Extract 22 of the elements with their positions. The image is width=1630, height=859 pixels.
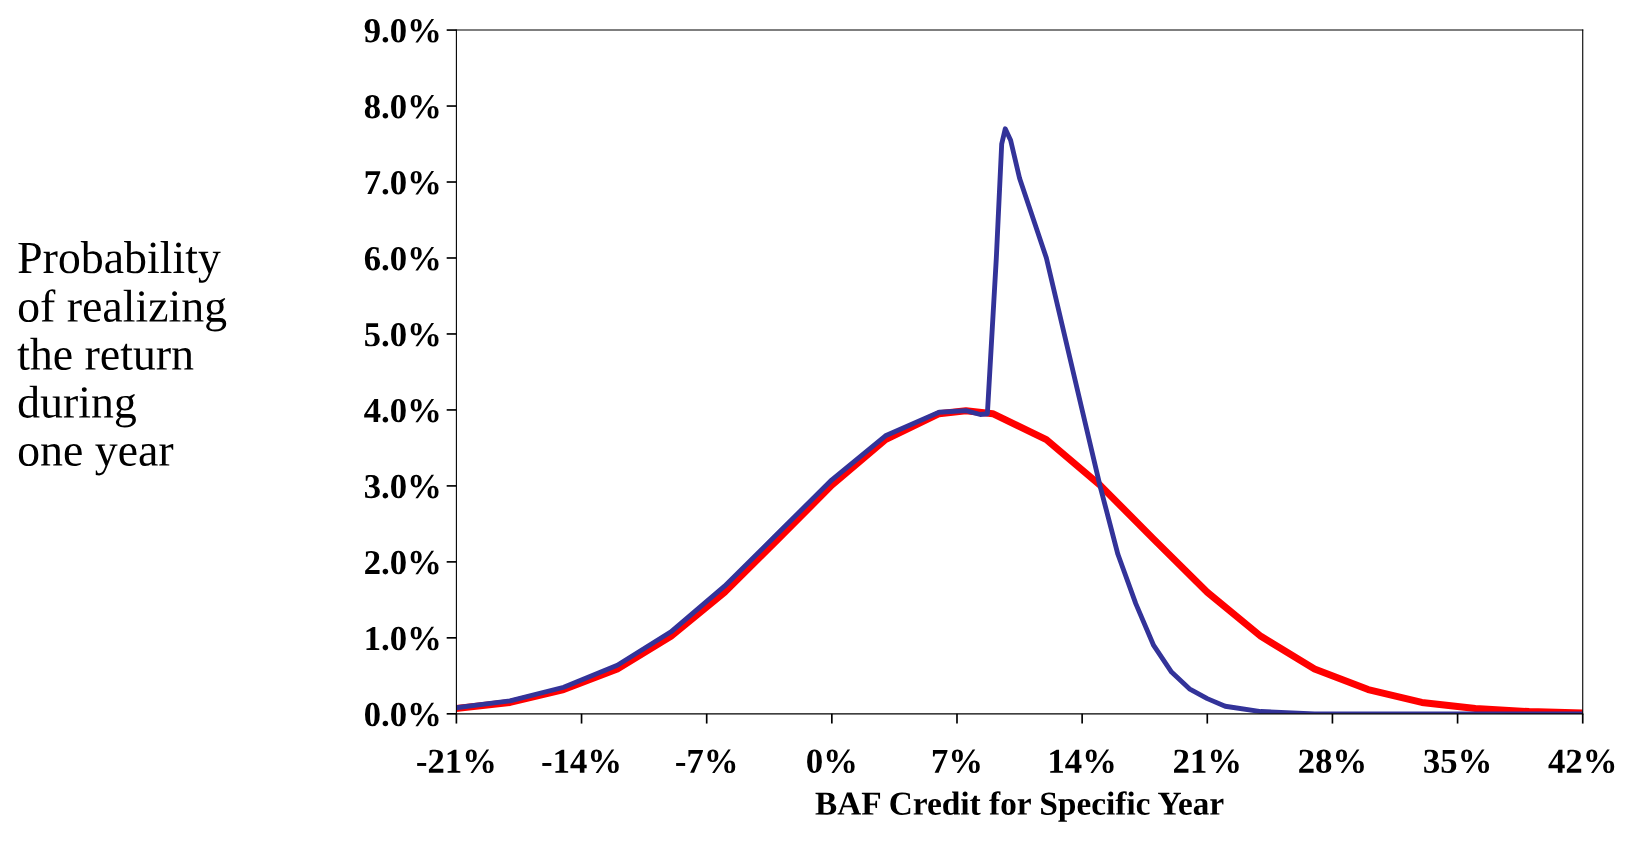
x-tick-label: 35% [1424, 749, 1490, 774]
x-tick-label: -21% [417, 749, 494, 774]
x-tick-label: -7% [676, 749, 736, 774]
x-tick-label: 7% [932, 749, 980, 774]
x-tick-label: 0% [807, 749, 855, 774]
x-tick-label: 28% [1299, 749, 1364, 774]
y-tick-label: 6.0% [364, 246, 439, 271]
y-tick-label: 1.0% [366, 626, 439, 651]
y-tick-label: 2.0% [365, 550, 439, 575]
x-axis-title: BAF Credit for Specific Year [815, 791, 1224, 822]
y-tick-label: 8.0% [364, 95, 439, 119]
y-tick-label: 0.0% [365, 702, 439, 727]
y-tick-label: 4.0% [364, 398, 439, 423]
x-tick-label: -14% [542, 749, 619, 774]
y-tick-label: 9.0% [364, 19, 439, 43]
x-tick-label: 42% [1548, 749, 1615, 774]
x-tick-label: 14% [1050, 749, 1114, 774]
y-tick-label: 7.0% [365, 170, 439, 195]
y-axis-title: Probability of realizing the return during one year [17, 241, 227, 476]
x-tick-label: 21% [1174, 749, 1239, 774]
y-tick-label: 3.0% [365, 474, 439, 499]
y-tick-label: 5.0% [365, 322, 439, 347]
